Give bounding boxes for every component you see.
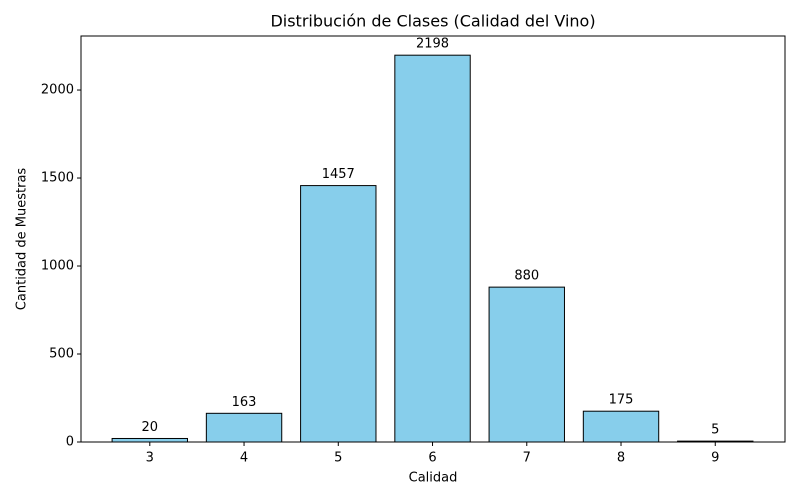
value-label: 2198	[416, 37, 449, 52]
value-label: 163	[232, 395, 257, 410]
chart-title: Distribución de Clases (Calidad del Vino…	[270, 12, 595, 31]
bar	[582, 410, 660, 443]
x-tick-label: 5	[334, 451, 342, 466]
x-tick-label: 6	[428, 451, 436, 466]
y-tick-label: 0	[66, 435, 74, 450]
y-tick-label: 1000	[41, 259, 74, 274]
x-tick-label: 3	[146, 451, 154, 466]
y-tick-label: 1500	[41, 171, 74, 186]
x-tick-label: 7	[523, 451, 531, 466]
value-label: 175	[609, 393, 634, 408]
value-label: 20	[142, 420, 159, 435]
x-tick-label: 9	[711, 451, 719, 466]
y-tick-label: 2000	[41, 83, 74, 98]
bar	[488, 286, 565, 443]
bar	[394, 54, 471, 443]
bar	[111, 437, 188, 443]
x-tick-label: 4	[240, 451, 248, 466]
bar	[205, 412, 283, 443]
bar	[300, 185, 377, 443]
x-tick-label: 8	[617, 451, 625, 466]
value-label: 880	[514, 269, 539, 284]
y-axis-label: Cantidad de Muestras	[15, 168, 30, 311]
y-tick-label: 500	[49, 347, 74, 362]
x-axis-label: Calidad	[409, 471, 458, 486]
value-label: 5	[711, 423, 719, 438]
value-label: 1457	[322, 167, 355, 182]
plot-frame	[80, 35, 786, 443]
